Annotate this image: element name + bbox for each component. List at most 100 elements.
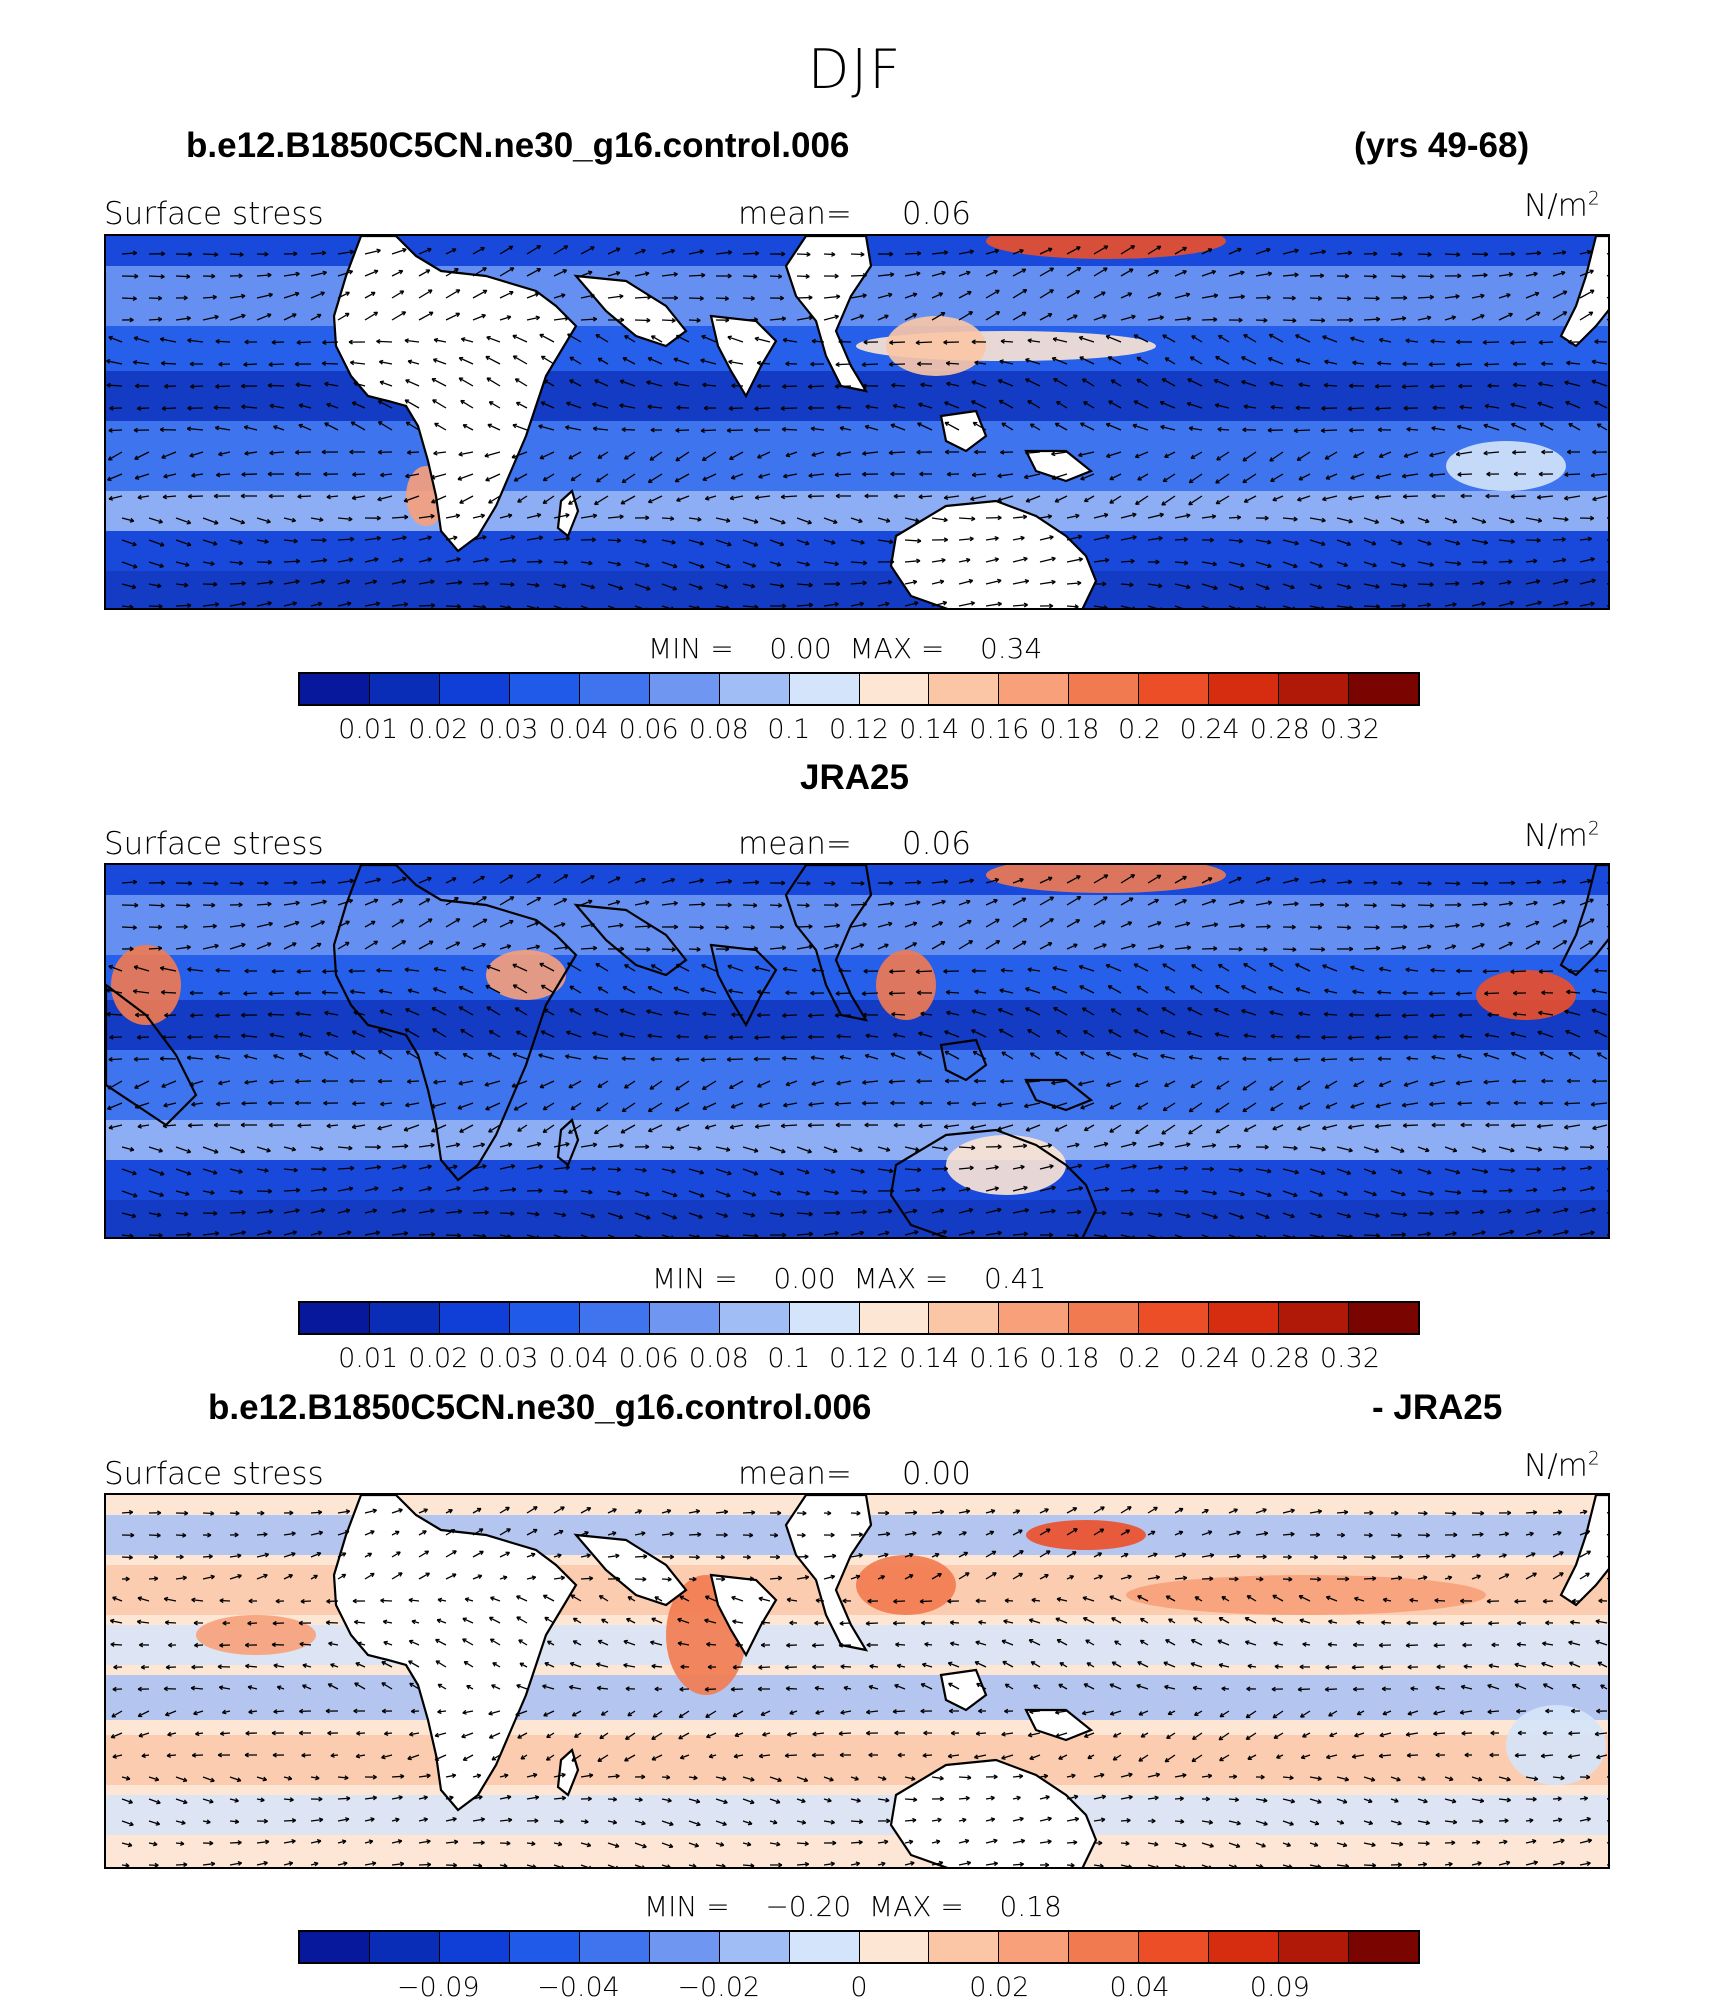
wind-arrow-head <box>615 899 621 905</box>
wind-arrow-head <box>1346 1213 1352 1219</box>
wind-arrow-head <box>1455 540 1461 546</box>
wind-arrow <box>499 1506 510 1514</box>
wind-arrow-head <box>1134 453 1140 459</box>
wind-arrow-head <box>561 583 567 589</box>
wind-arrow-head <box>623 1639 628 1645</box>
wind-arrow-head <box>1410 1686 1415 1692</box>
wind-arrow-head <box>544 1616 549 1622</box>
wind-arrow <box>1039 1508 1049 1514</box>
wind-arrow-head <box>725 605 730 608</box>
wind-arrow <box>1390 1146 1405 1153</box>
wind-arrow <box>1162 473 1176 483</box>
wind-arrow <box>1120 560 1135 563</box>
wind-arrow <box>391 248 407 255</box>
wind-arrow-head <box>1161 1007 1167 1012</box>
wind-arrow <box>433 339 447 343</box>
wind-arrow <box>920 1012 933 1016</box>
wind-arrow <box>1429 1080 1446 1086</box>
wind-arrow <box>121 517 134 522</box>
wind-arrow-head <box>843 1685 848 1691</box>
wind-arrow-head <box>482 918 488 924</box>
wind-arrow <box>796 604 813 607</box>
wind-arrow-head <box>492 1662 497 1667</box>
wind-arrow-head <box>137 1712 143 1718</box>
wind-arrow-head <box>1216 1085 1221 1090</box>
wind-arrow-head <box>1054 498 1060 503</box>
wind-arrow-head <box>650 427 655 433</box>
wind-arrow <box>1039 942 1053 950</box>
wind-arrow <box>607 605 616 608</box>
wind-arrow <box>688 1146 702 1150</box>
wind-arrow <box>1525 1572 1537 1580</box>
wind-arrow-head <box>239 251 244 257</box>
wind-arrow-head <box>330 1663 335 1668</box>
wind-arrow-head <box>917 990 922 996</box>
wind-arrow <box>1024 473 1041 479</box>
wind-arrow-head <box>1592 496 1597 502</box>
wind-arrow <box>580 318 597 321</box>
wind-arrow <box>862 992 879 995</box>
wind-arrow-head <box>1589 269 1594 275</box>
wind-arrow-head <box>134 1104 140 1109</box>
wind-arrow-head <box>1161 501 1166 506</box>
wind-arrow-head <box>808 315 814 321</box>
wind-arrow-head <box>1570 1619 1575 1625</box>
wind-arrow-head <box>512 963 517 969</box>
wind-arrow <box>1147 1506 1158 1514</box>
wind-arrow-head <box>814 1620 819 1626</box>
wind-arrow-head <box>1242 427 1247 433</box>
wind-arrow-head <box>450 1529 456 1534</box>
wind-arrow <box>1082 1596 1095 1602</box>
wind-arrow-head <box>109 1618 115 1624</box>
wind-arrow <box>688 605 701 608</box>
wind-arrow <box>1592 495 1608 501</box>
wind-arrow <box>742 561 756 567</box>
wind-arrow <box>418 269 431 277</box>
wind-arrow-head <box>731 1595 736 1601</box>
wind-arrow <box>1165 1595 1176 1602</box>
wind-arrow-head <box>1190 454 1196 460</box>
wind-arrow-head <box>427 535 432 541</box>
wind-arrow <box>877 581 893 585</box>
wind-arrow-head <box>164 1012 169 1018</box>
wind-arrow-head <box>267 901 272 907</box>
wind-arrow-head <box>1424 1147 1430 1153</box>
wind-arrow <box>1417 539 1432 545</box>
wind-arrow-head <box>480 513 486 519</box>
wind-arrow-head <box>721 1576 726 1582</box>
wind-arrow-head <box>917 361 922 367</box>
wind-arrow-head <box>565 1165 571 1171</box>
wind-arrow-head <box>1462 1642 1467 1648</box>
wind-arrow <box>1111 1617 1122 1624</box>
wind-arrow-head <box>941 1186 946 1192</box>
wind-arrow <box>148 539 165 547</box>
wind-arrow <box>931 292 943 299</box>
wind-arrow-head <box>191 1597 196 1603</box>
wind-arrow-head <box>1186 945 1192 951</box>
wind-arrow-head <box>132 296 137 302</box>
wind-arrow <box>958 291 972 299</box>
colorbar-cell <box>1349 1303 1418 1333</box>
wind-arrow <box>1354 1597 1365 1602</box>
wind-arrow <box>1525 881 1541 884</box>
wind-arrow <box>1001 422 1014 431</box>
wind-arrow <box>1030 1052 1041 1060</box>
wind-arrow <box>283 517 296 522</box>
wind-arrow <box>620 495 636 505</box>
wind-arrow-head <box>808 1231 814 1237</box>
wind-arrow-head <box>407 988 413 994</box>
wind-arrow-head <box>994 536 999 541</box>
wind-arrow-head <box>1136 1007 1142 1013</box>
wind-arrow <box>946 991 960 994</box>
wind-arrow <box>715 605 730 608</box>
wind-arrow-head <box>427 557 432 563</box>
wind-arrow-head <box>1108 400 1113 405</box>
wind-arrow <box>769 517 786 524</box>
wind-arrow <box>1510 341 1527 344</box>
wind-arrow-head <box>677 1641 682 1647</box>
wind-arrow-head <box>647 1127 653 1133</box>
wind-arrow-head <box>134 1084 139 1089</box>
wind-arrow-head <box>1536 250 1542 256</box>
wind-arrow <box>796 1233 813 1236</box>
colorbar-cell <box>789 1303 860 1333</box>
